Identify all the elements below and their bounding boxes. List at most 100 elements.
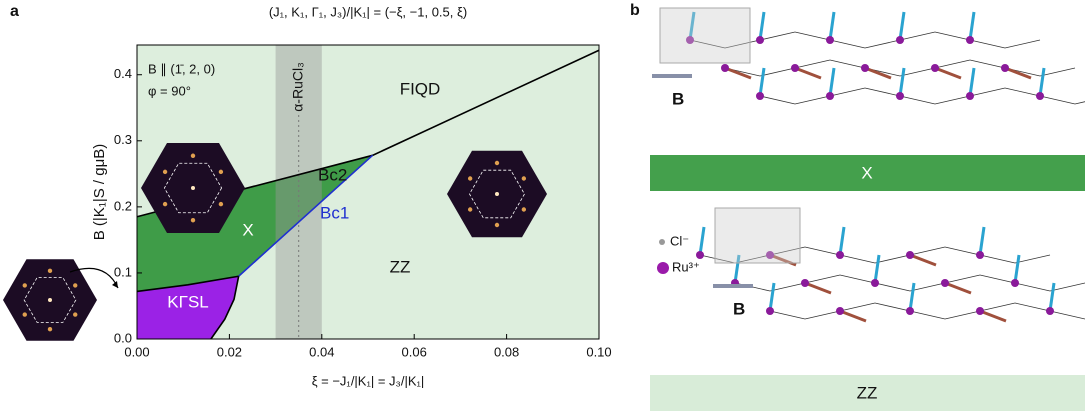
ru-atom bbox=[756, 36, 764, 44]
bond bbox=[1074, 101, 1085, 105]
ru-atom bbox=[836, 307, 844, 315]
spin bbox=[838, 226, 846, 256]
ru-atom bbox=[931, 64, 939, 72]
cl-cell bbox=[714, 207, 801, 264]
spin bbox=[733, 254, 741, 284]
bond bbox=[1014, 302, 1051, 312]
spin bbox=[1038, 67, 1046, 97]
inset-zone bbox=[469, 169, 525, 219]
ru-atom bbox=[756, 92, 764, 100]
ru-atom bbox=[791, 64, 799, 72]
spin bbox=[979, 309, 1007, 323]
bond bbox=[899, 31, 936, 41]
inset-peak bbox=[467, 176, 473, 181]
spin bbox=[724, 66, 752, 80]
spin bbox=[839, 309, 867, 323]
spin bbox=[768, 282, 776, 312]
y-tick-label: 0.0 bbox=[114, 330, 132, 345]
inset-peak bbox=[467, 207, 473, 212]
inset-peak bbox=[190, 218, 196, 223]
spin bbox=[968, 67, 976, 97]
highlight-label: α-RuCl₃ bbox=[289, 62, 305, 112]
phase-region bbox=[137, 155, 373, 292]
annotation: φ = 90° bbox=[148, 83, 191, 98]
inset-zone bbox=[163, 162, 223, 214]
inset-peak bbox=[47, 268, 53, 274]
bond bbox=[804, 274, 841, 284]
legend-ru bbox=[657, 262, 669, 274]
region-label: ZZ bbox=[390, 257, 411, 276]
bond bbox=[874, 282, 911, 292]
spin bbox=[828, 67, 836, 97]
spin bbox=[968, 11, 976, 41]
inset-peak bbox=[521, 207, 527, 212]
bond bbox=[979, 254, 1016, 264]
y-tick-label: 0.3 bbox=[114, 132, 132, 147]
bond bbox=[794, 31, 831, 41]
inset-peak bbox=[47, 326, 53, 332]
cl-cell bbox=[659, 7, 751, 64]
bond bbox=[689, 39, 726, 49]
bond bbox=[874, 254, 911, 264]
bond bbox=[794, 95, 831, 105]
y-tick-label: 0.2 bbox=[114, 198, 132, 213]
spin bbox=[934, 66, 962, 80]
legend-cl bbox=[659, 239, 665, 245]
inset-peak bbox=[218, 169, 224, 175]
bond bbox=[899, 67, 936, 77]
bond bbox=[759, 95, 796, 105]
ru-atom bbox=[826, 36, 834, 44]
ru-atom bbox=[721, 64, 729, 72]
ru-atom bbox=[766, 307, 774, 315]
x-tick-label: 0.02 bbox=[217, 344, 242, 359]
inset-peak bbox=[162, 201, 168, 207]
inset-peak bbox=[73, 312, 78, 317]
ru-atom bbox=[766, 251, 774, 259]
ru-atom bbox=[836, 251, 844, 259]
bond bbox=[934, 31, 971, 41]
inset-arrowhead bbox=[112, 281, 118, 288]
spin bbox=[978, 226, 986, 256]
inset-peak bbox=[22, 283, 27, 288]
bond bbox=[1039, 95, 1076, 105]
bond bbox=[864, 39, 901, 49]
inset-peak bbox=[495, 192, 499, 196]
ru-atom bbox=[896, 92, 904, 100]
spin bbox=[1048, 282, 1056, 312]
ru-atom bbox=[861, 64, 869, 72]
inset-peak bbox=[218, 201, 224, 207]
ru-atom bbox=[976, 307, 984, 315]
inset-peak bbox=[494, 160, 500, 166]
bond bbox=[839, 302, 876, 312]
bond bbox=[769, 246, 806, 256]
bond bbox=[969, 59, 1006, 69]
x-tick-label: 0.06 bbox=[402, 344, 427, 359]
boundary-label: Bc2 bbox=[318, 165, 347, 184]
panel-label: a bbox=[10, 3, 19, 20]
spin bbox=[864, 66, 892, 80]
spin bbox=[1013, 254, 1021, 284]
ru-atom bbox=[906, 251, 914, 259]
bond bbox=[839, 254, 876, 264]
spin bbox=[898, 11, 906, 41]
bond bbox=[944, 310, 981, 320]
spin bbox=[873, 254, 881, 284]
phase-boundary bbox=[136, 275, 239, 293]
ru-atom bbox=[686, 36, 694, 44]
inset-zone bbox=[23, 277, 77, 323]
phase-label: X bbox=[861, 163, 872, 182]
phase-boundary bbox=[238, 154, 374, 277]
legend-label: Ru³⁺ bbox=[672, 259, 700, 274]
spin bbox=[898, 67, 906, 97]
bond bbox=[794, 59, 831, 69]
spin bbox=[944, 281, 972, 295]
panel-label: b bbox=[630, 2, 640, 19]
y-tick-label: 0.1 bbox=[114, 264, 132, 279]
y-axis-label: B (|K₁|S / gμB) bbox=[91, 144, 108, 241]
bond bbox=[1004, 87, 1041, 97]
bond bbox=[1014, 254, 1051, 264]
bond bbox=[934, 95, 971, 105]
plot-frame bbox=[136, 44, 600, 340]
inset-peak bbox=[191, 186, 195, 190]
